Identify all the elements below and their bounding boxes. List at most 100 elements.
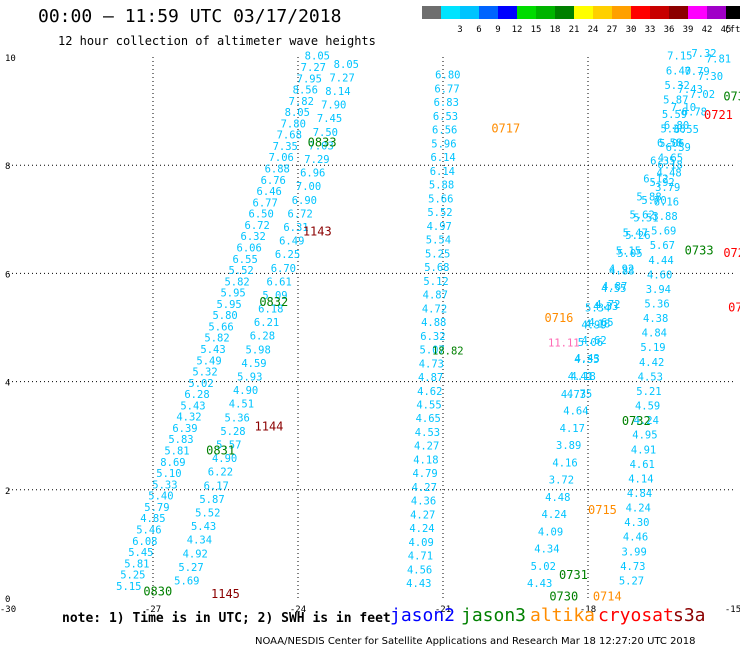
swh-value-label: 5.54: [426, 235, 451, 247]
swh-value-label: 5.96: [431, 138, 456, 150]
swh-value-label: 7.43: [678, 84, 703, 96]
y-tick-label: 2: [5, 487, 10, 497]
swh-value-label: 5.62: [630, 209, 655, 221]
swh-value-label: 5.02: [188, 378, 213, 390]
swh-value-label: 4.91: [631, 444, 656, 456]
colorbar-swatch: [726, 6, 740, 19]
chart-subtitle: 12 hour collection of altimeter wave hei…: [58, 34, 376, 48]
swh-value-label: 18.82: [432, 346, 464, 358]
x-tick-label: -27: [145, 605, 161, 615]
swh-value-label: 4.18: [413, 454, 438, 466]
swh-value-label: 8.05: [285, 107, 310, 119]
swh-value-label: 4.62: [581, 335, 606, 347]
colorbar-swatch: [517, 6, 536, 19]
swh-value-label: 8.69: [160, 457, 185, 469]
swh-value-label: 6.25: [275, 249, 300, 261]
swh-value-label: 4.72: [595, 299, 620, 311]
swh-value-label: 4.53: [415, 427, 440, 439]
colorbar-swatch: [631, 6, 650, 19]
pass-time-label: 0733: [685, 243, 714, 257]
swh-value-label: 7.82: [289, 96, 314, 108]
swh-value-label: 3.79: [655, 182, 680, 194]
swh-value-label: 4.85: [140, 513, 165, 525]
swh-value-label: 7.03: [309, 140, 334, 152]
swh-value-label: 5.80: [212, 310, 237, 322]
swh-value-label: 5.06: [578, 337, 603, 349]
swh-value-label: 6.72: [245, 220, 270, 232]
swh-value-label: 6.49: [279, 236, 304, 248]
swh-value-label: 4.42: [639, 357, 664, 369]
swh-value-label: 4.62: [417, 386, 442, 398]
swh-value-label: 5.25: [120, 570, 145, 582]
swh-value-label: 6.46: [257, 186, 282, 198]
swh-value-label: 4.36: [411, 496, 436, 508]
swh-value-label: 4.35: [574, 354, 599, 366]
swh-value-label: 6.90: [292, 195, 317, 207]
colorbar-swatch: [688, 6, 707, 19]
swh-value-label: 7.30: [698, 71, 723, 83]
swh-value-label: 3.72: [549, 475, 574, 487]
x-tick-label: -30: [0, 605, 16, 615]
swh-value-label: 6.77: [253, 197, 278, 209]
swh-value-label: 5.57: [216, 440, 241, 452]
swh-value-label: 6.31: [283, 222, 308, 234]
swh-value-label: 7.35: [273, 141, 298, 153]
colorbar-swatch: [460, 6, 479, 19]
pass-time-label: 0716: [545, 311, 574, 325]
swh-value-label: 5.93: [237, 372, 262, 384]
swh-value-label: 4.43: [527, 578, 552, 590]
swh-value-label: 6.14: [430, 166, 455, 178]
swh-value-label: 5.59: [662, 109, 687, 121]
swh-value-label: 6.12: [643, 174, 668, 186]
swh-value-label: 5.02: [531, 561, 556, 573]
swh-value-label: 5.52: [195, 507, 220, 519]
swh-value-label: 5.95: [216, 299, 241, 311]
colorbar-unit-label: (ft): [724, 25, 740, 35]
swh-value-label: 6.32: [420, 331, 445, 343]
swh-value-label: 5.05: [617, 248, 642, 260]
swh-value-label: 3.89: [556, 440, 581, 452]
legend-s3a: s3a: [673, 605, 706, 626]
swh-value-label: 6.53: [433, 111, 458, 123]
colorbar-swatch: [707, 6, 726, 19]
swh-value-label: 6.70: [271, 263, 296, 275]
swh-value-label: 6.28: [250, 331, 275, 343]
swh-value-label: 4.92: [609, 263, 634, 275]
swh-value-label: 7.79: [684, 66, 709, 78]
colorbar-swatch: [593, 6, 612, 19]
swh-value-label: 5.52: [427, 207, 452, 219]
swh-value-label: 6.96: [300, 168, 325, 180]
colorbar-swatch: [650, 6, 669, 19]
colorbar-tick-label: 12: [512, 25, 523, 35]
swh-value-label: 4.38: [643, 313, 668, 325]
swh-value-label: 5.47: [623, 227, 648, 239]
swh-value-label: 4.24: [626, 503, 651, 515]
swh-value-label: 4.87: [602, 281, 627, 293]
swh-value-label: 7.02: [690, 89, 715, 101]
swh-value-label: 5.09: [262, 290, 287, 302]
swh-value-label: 5.68: [424, 262, 449, 274]
swh-value-label: 4.44: [648, 255, 673, 267]
swh-value-label: 7.06: [269, 152, 294, 164]
swh-value-label: 7.95: [297, 73, 322, 85]
x-tick-label: -18: [580, 605, 596, 615]
colorbar-tick-label: 6: [476, 25, 481, 35]
swh-value-label: 4.24: [634, 415, 659, 427]
swh-value-label: 5.21: [636, 386, 661, 398]
swh-value-label: 5.49: [196, 355, 221, 367]
swh-value-label: 4.87: [418, 372, 443, 384]
swh-value-label: 5.06: [659, 138, 684, 150]
swh-value-label: 5.15: [116, 581, 141, 593]
swh-value-label: 6.40: [666, 65, 691, 77]
swh-value-label: 5.38: [660, 124, 685, 136]
swh-value-label: 5.43: [180, 400, 205, 412]
swh-value-label: 6.06: [237, 242, 262, 254]
swh-value-label: 6.55: [674, 124, 699, 136]
swh-value-label: 6.76: [261, 175, 286, 187]
colorbar-tick-label: 24: [588, 25, 599, 35]
swh-value-label: 6.72: [288, 208, 313, 220]
swh-value-label: 4.46: [623, 532, 648, 544]
swh-value-label: 4.14: [628, 473, 653, 485]
swh-value-label: 4.71: [408, 551, 433, 563]
